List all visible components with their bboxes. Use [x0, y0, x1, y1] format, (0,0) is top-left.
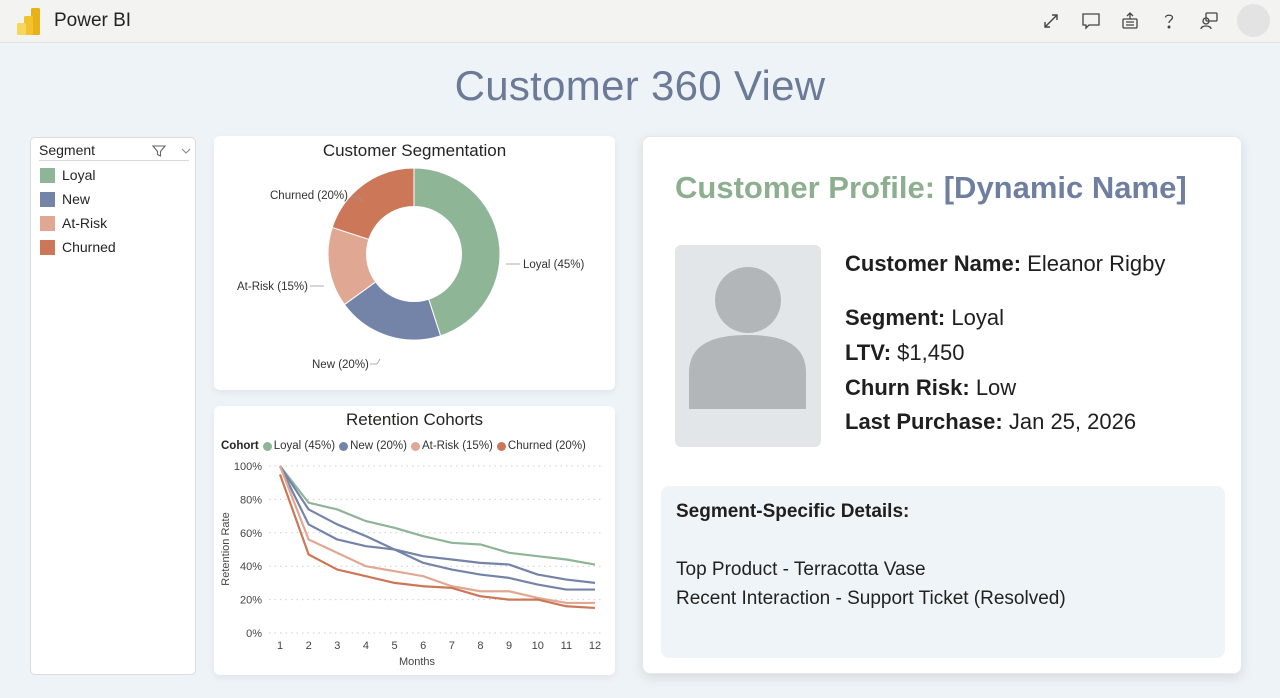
- series-line[interactable]: [278, 465, 595, 605]
- series-line[interactable]: [279, 465, 596, 584]
- share-icon[interactable]: [1119, 10, 1141, 32]
- slicer-title: Segment: [39, 142, 96, 158]
- y-tick-label: 80%: [240, 494, 262, 506]
- x-tick-label: 7: [449, 640, 455, 652]
- user-avatar[interactable]: [1237, 4, 1270, 37]
- expand-icon[interactable]: [1040, 10, 1062, 32]
- new-swatch: [40, 191, 55, 207]
- y-tick-label: 0%: [246, 628, 262, 640]
- x-tick-label: 9: [506, 640, 512, 652]
- y-tick-label: 20%: [240, 595, 262, 607]
- retention-cohorts-chart[interactable]: Retention Cohorts Cohort Loyal (45%) New…: [214, 406, 615, 675]
- comment-icon[interactable]: [1080, 10, 1102, 32]
- slicer-item-loyal[interactable]: Loyal: [40, 165, 95, 185]
- app-name: Power BI: [54, 10, 132, 31]
- x-tick-label: 3: [334, 640, 340, 652]
- power-bi-logo-icon: [17, 8, 40, 35]
- loyal-label: Loyal (45%): [523, 259, 585, 271]
- slicer-item-label: New: [62, 191, 91, 207]
- x-axis-label: Months: [399, 656, 436, 668]
- x-tick-label: 10: [532, 640, 544, 652]
- segment-details-box: Segment-Specific Details: Top Product - …: [661, 486, 1225, 658]
- churned-label: Churned (20%): [270, 190, 348, 202]
- filter-icon[interactable]: [151, 143, 167, 159]
- slicer-item-label: Loyal: [62, 167, 96, 183]
- churn-risk-field: Churn Risk: Low: [845, 375, 1017, 400]
- slicer-header: Segment: [39, 141, 191, 161]
- y-tick-label: 40%: [240, 561, 262, 573]
- customer-photo-placeholder: [675, 245, 821, 447]
- page-title: Customer 360 View: [454, 62, 826, 109]
- slicer-item-at-risk[interactable]: At-Risk: [40, 213, 107, 233]
- profile-title-dynamic: [Dynamic Name]: [943, 170, 1187, 205]
- legend-item-loyal[interactable]: Loyal (45%): [262, 440, 335, 452]
- app-header: Power BI: [0, 0, 1280, 43]
- profile-title-static: Customer Profile:: [675, 170, 936, 205]
- person-icon: [689, 267, 806, 409]
- customer-profile-card: Customer Profile: [Dynamic Name] Custome…: [642, 136, 1242, 674]
- customer-name-field: Customer Name: Eleanor Rigby: [845, 251, 1166, 276]
- chart-legend: Cohort Loyal (45%) New (20%) At-Risk (15…: [221, 440, 590, 452]
- at-risk-label: At-Risk (15%): [237, 281, 308, 293]
- churned-swatch: [40, 239, 55, 255]
- y-tick-label: 60%: [240, 528, 262, 540]
- series-line[interactable]: [279, 465, 595, 591]
- new-label: New (20%): [312, 359, 369, 371]
- top-product-line: Top Product - Terracotta Vase: [676, 559, 926, 580]
- y-tick-label: 100%: [234, 461, 262, 473]
- legend-item-new[interactable]: New (20%): [339, 440, 407, 452]
- legend-title: Cohort: [221, 440, 259, 452]
- segment-field: Segment: Loyal: [845, 305, 1004, 330]
- slicer-item-new[interactable]: New: [40, 189, 90, 209]
- x-tick-label: 4: [363, 640, 369, 652]
- loyal-swatch: [40, 167, 55, 183]
- x-tick-label: 5: [391, 640, 397, 652]
- x-tick-label: 8: [477, 640, 483, 652]
- x-tick-label: 6: [420, 640, 426, 652]
- details-title: Segment-Specific Details:: [676, 501, 910, 522]
- help-icon[interactable]: [1158, 10, 1180, 32]
- series-line[interactable]: [278, 473, 596, 610]
- profile-title: Customer Profile: [Dynamic Name]: [675, 170, 1187, 206]
- x-tick-label: 12: [589, 640, 601, 652]
- recent-interaction-line: Recent Interaction - Support Ticket (Res…: [676, 588, 1066, 609]
- donut-chart[interactable]: Loyal (45%) New (20%) At-Risk (15%) Chur…: [214, 136, 615, 390]
- customer-segmentation-chart[interactable]: Customer Segmentation Loyal (45%) New (2…: [214, 136, 615, 390]
- line-plot[interactable]: 0%20%40%60%80%100% 1 2 3 4 5 6 7 8 9 10 11 12 Month…: [214, 406, 615, 675]
- last-purchase-field: Last Purchase: Jan 25, 2026: [845, 409, 1137, 434]
- x-tick-label: 11: [561, 640, 572, 652]
- feedback-icon[interactable]: [1198, 10, 1220, 32]
- y-axis-label: Retention Rate: [220, 512, 232, 585]
- chevron-down-icon[interactable]: [179, 144, 193, 158]
- x-tick-label: 2: [306, 640, 312, 652]
- segment-slicer: Segment Loyal New At-Risk Churned: [30, 137, 196, 675]
- slicer-item-churned[interactable]: Churned: [40, 237, 116, 257]
- ltv-field: LTV: $1,450: [845, 340, 965, 365]
- slicer-item-label: Churned: [62, 239, 116, 255]
- slicer-item-label: At-Risk: [62, 215, 108, 231]
- legend-item-at-risk[interactable]: At-Risk (15%): [410, 440, 493, 452]
- series-line[interactable]: [279, 465, 596, 566]
- chart-title: Customer Segmentation: [322, 141, 507, 160]
- legend-item-churned[interactable]: Churned (20%): [496, 440, 586, 452]
- at-risk-swatch: [40, 215, 55, 231]
- chart-title: Retention Cohorts: [345, 410, 484, 429]
- x-tick-label: 1: [277, 640, 283, 652]
